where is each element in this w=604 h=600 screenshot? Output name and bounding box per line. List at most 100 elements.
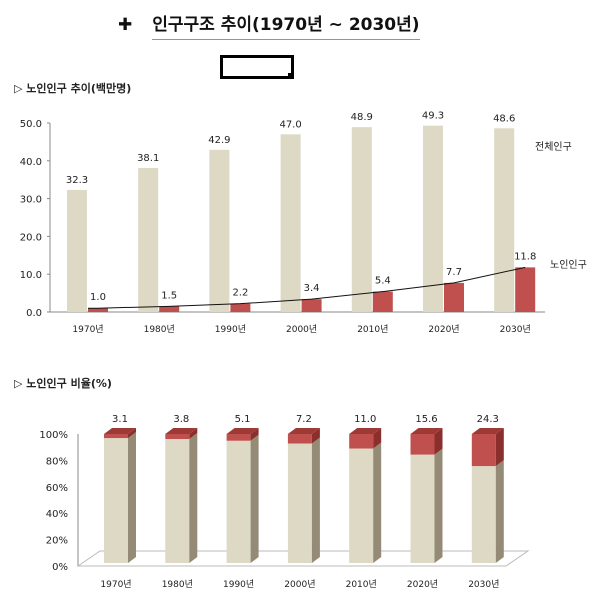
bar-total-side bbox=[189, 433, 198, 563]
y-tick-label: 40.0 bbox=[20, 157, 42, 168]
page-title: ✚ 인구구조 추이(1970년 ~ 2030년) bbox=[118, 10, 420, 40]
y-tick-label: 0.0 bbox=[26, 308, 42, 319]
fill-handle[interactable] bbox=[288, 73, 293, 78]
bar-total bbox=[351, 127, 372, 313]
bar-elderly bbox=[372, 291, 393, 312]
bar-elderly-side bbox=[373, 428, 382, 449]
data-label-elderly: 11.8 bbox=[514, 251, 536, 262]
data-label: 11.0 bbox=[354, 414, 376, 425]
data-label-total: 42.9 bbox=[208, 135, 230, 146]
x-tick-label: 2000년 bbox=[284, 579, 315, 590]
data-label: 24.3 bbox=[477, 414, 499, 425]
data-label-elderly: 1.0 bbox=[90, 292, 106, 303]
chart1-title: ▷ 노인인구 추이(백만명) bbox=[14, 82, 132, 95]
data-label-elderly: 5.4 bbox=[375, 276, 391, 287]
data-label-total: 48.9 bbox=[351, 112, 373, 123]
y-tick-label: 60% bbox=[46, 483, 68, 494]
bar-total-front bbox=[165, 439, 190, 563]
bar-top bbox=[471, 428, 504, 434]
x-tick-label: 1980년 bbox=[162, 579, 193, 590]
x-tick-label: 2010년 bbox=[346, 579, 377, 590]
x-tick-label: 2000년 bbox=[286, 324, 317, 335]
bar-total-front bbox=[349, 448, 374, 563]
x-tick-label: 2030년 bbox=[468, 579, 499, 590]
data-label-elderly: 2.2 bbox=[232, 288, 248, 299]
y-tick-label: 20% bbox=[46, 536, 68, 547]
bar-total-front bbox=[287, 443, 312, 563]
y-tick-label: 40% bbox=[46, 509, 68, 520]
bar-total-side bbox=[373, 442, 382, 563]
x-tick-label: 2010년 bbox=[357, 324, 388, 335]
selected-cell[interactable] bbox=[220, 55, 294, 79]
data-label-total: 48.6 bbox=[493, 113, 515, 124]
trendline bbox=[88, 266, 526, 309]
y-tick-label: 10.0 bbox=[20, 270, 42, 281]
bar-total-side bbox=[495, 460, 504, 563]
bar-total-front bbox=[104, 438, 128, 563]
bar-elderly bbox=[444, 282, 464, 312]
bar-total-front bbox=[226, 440, 251, 563]
bar-elderly-front bbox=[226, 434, 251, 441]
x-tick-label: 1990년 bbox=[223, 579, 254, 590]
bar-elderly bbox=[88, 308, 108, 312]
x-tick-label: 1990년 bbox=[215, 324, 246, 335]
bar-top bbox=[104, 428, 136, 434]
bar-total-side bbox=[128, 432, 136, 563]
cross-bullet-icon: ✚ bbox=[118, 15, 133, 35]
y-tick-label: 80% bbox=[46, 456, 68, 467]
data-label: 7.2 bbox=[296, 414, 312, 425]
bar-elderly bbox=[515, 267, 536, 312]
bar-top bbox=[165, 428, 198, 434]
y-tick-label: 30.0 bbox=[20, 195, 42, 206]
data-label-total: 47.0 bbox=[279, 119, 301, 130]
bar-total-side bbox=[250, 434, 259, 563]
data-label: 5.1 bbox=[235, 414, 251, 425]
bar-elderly-front bbox=[410, 434, 435, 455]
data-label-total: 38.1 bbox=[137, 153, 159, 164]
x-tick-label: 2020년 bbox=[428, 324, 459, 335]
y-tick-label: 0% bbox=[52, 562, 68, 573]
y-tick-label: 100% bbox=[39, 430, 68, 441]
floor bbox=[76, 550, 530, 567]
bar-top bbox=[410, 428, 443, 434]
bar-elderly bbox=[159, 306, 180, 312]
bar-total bbox=[494, 128, 515, 312]
x-tick-label: 1980년 bbox=[144, 324, 175, 335]
bar-elderly-side bbox=[250, 428, 259, 441]
bar-top bbox=[287, 428, 320, 434]
bar-elderly-side bbox=[128, 428, 136, 439]
data-label: 3.8 bbox=[173, 414, 189, 425]
bar-total-side bbox=[311, 437, 320, 563]
bar-top bbox=[349, 428, 382, 434]
y-tick-label: 20.0 bbox=[20, 232, 42, 243]
bar-total-front bbox=[471, 466, 496, 563]
data-label: 15.6 bbox=[415, 414, 437, 425]
bar-elderly-front bbox=[287, 434, 312, 444]
data-label-elderly: 1.5 bbox=[161, 290, 177, 301]
bar-elderly-front bbox=[104, 434, 128, 439]
bar-total bbox=[67, 189, 87, 312]
title-text: 인구구조 추이(1970년 ~ 2030년) bbox=[152, 15, 420, 40]
bar-elderly-side bbox=[434, 428, 443, 455]
data-label: 3.1 bbox=[112, 414, 128, 425]
bar-total bbox=[280, 134, 301, 312]
bar-elderly bbox=[301, 299, 322, 312]
bar-elderly-side bbox=[311, 428, 320, 444]
x-tick-label: 1970년 bbox=[72, 324, 103, 335]
data-label-total: 32.3 bbox=[66, 175, 88, 186]
bar-total bbox=[209, 149, 230, 312]
bar-elderly-side bbox=[495, 428, 504, 467]
bar-elderly-front bbox=[471, 434, 496, 467]
legend-elderly: 노인인구 bbox=[550, 259, 587, 271]
bar-total-front bbox=[410, 454, 435, 563]
bar-top bbox=[226, 428, 259, 434]
bar-elderly bbox=[230, 303, 251, 312]
x-tick-label: 2020년 bbox=[407, 579, 438, 590]
bar-total bbox=[423, 125, 443, 313]
chart2-title: ▷ 노인인구 비율(%) bbox=[14, 377, 112, 390]
data-label-total: 49.3 bbox=[422, 111, 444, 122]
legend-total: 전체인구 bbox=[535, 141, 572, 153]
x-tick-label: 2030년 bbox=[500, 324, 531, 335]
